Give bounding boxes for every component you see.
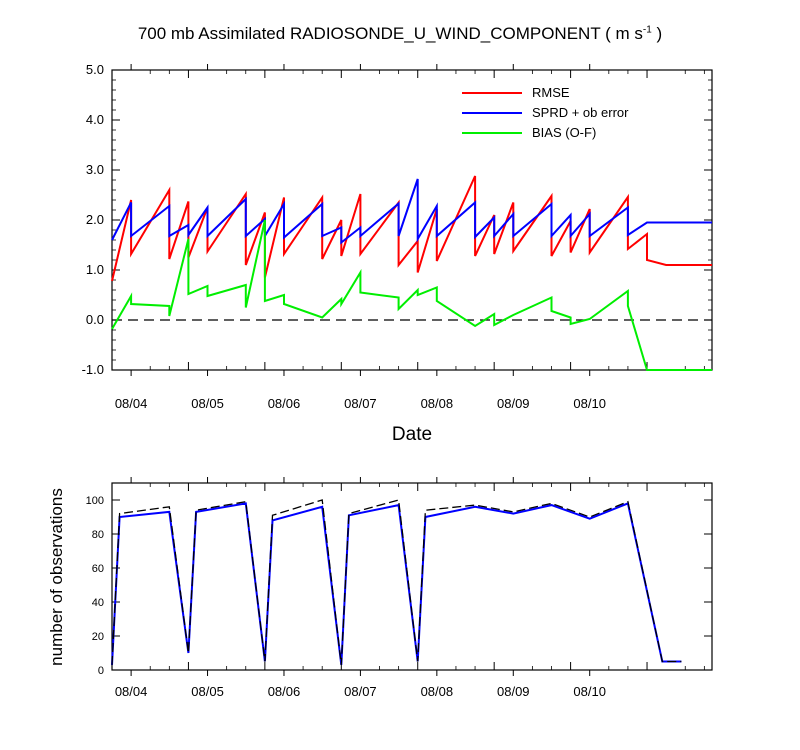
y-axis-title: number of observations [47, 488, 66, 666]
bottom-ytick-label: 100 [86, 495, 104, 507]
top-series-sprd-ob-error [111, 178, 712, 245]
top-ytick-label: 2.0 [86, 212, 104, 227]
bottom-ytick-label: 40 [92, 597, 104, 609]
bottom-frame [111, 482, 713, 671]
top-ytick-label: 4.0 [86, 112, 104, 127]
legend-label: BIAS (O-F) [532, 125, 596, 140]
bottom-series-total [111, 499, 682, 665]
chart-title-text: 700 mb Assimilated RADIOSONDE_U_WIND_COM… [137, 24, 643, 43]
top-ytick-label: 0.0 [86, 312, 104, 327]
chart-title: 700 mb Assimilated RADIOSONDE_U_WIND_COM… [0, 24, 800, 44]
bottom-ytick-label: 60 [92, 563, 104, 575]
bottom-xtick-label: 08/09 [497, 684, 530, 699]
top-xtick-label: 08/07 [344, 396, 377, 411]
bottom-xtick-label: 08/08 [421, 684, 454, 699]
bottom-xtick-label: 08/06 [268, 684, 301, 699]
bottom-ytick-label: 0 [98, 665, 104, 677]
top-ytick-label: 3.0 [86, 162, 104, 177]
top-series-bias-o-f [111, 219, 712, 371]
legend-label: SPRD + ob error [532, 105, 629, 120]
top-xtick-label: 08/09 [497, 396, 530, 411]
bottom-ytick-label: 20 [92, 631, 104, 643]
top-ytick-label: 5.0 [86, 62, 104, 77]
bottom-xtick-label: 08/10 [573, 684, 606, 699]
top-xtick-label: 08/05 [191, 396, 224, 411]
top-xtick-label: 08/08 [421, 396, 454, 411]
legend-label: RMSE [532, 85, 570, 100]
bottom-xtick-label: 08/04 [115, 684, 148, 699]
bottom-xtick-label: 08/07 [344, 684, 377, 699]
bottom-xtick-label: 08/05 [191, 684, 224, 699]
chart-title-close: ) [651, 24, 663, 43]
top-ytick-label: -1.0 [82, 362, 104, 377]
bottom-ytick-label: 80 [92, 529, 104, 541]
x-axis-title: Date [392, 424, 432, 445]
top-ytick-label: 1.0 [86, 262, 104, 277]
top-xtick-label: 08/04 [115, 396, 148, 411]
bottom-series-assimilated [111, 502, 682, 666]
top-series-rmse [111, 175, 712, 282]
top-xtick-label: 08/06 [268, 396, 301, 411]
top-xtick-label: 08/10 [573, 396, 606, 411]
chart-title-superscript: -1 [642, 24, 652, 36]
